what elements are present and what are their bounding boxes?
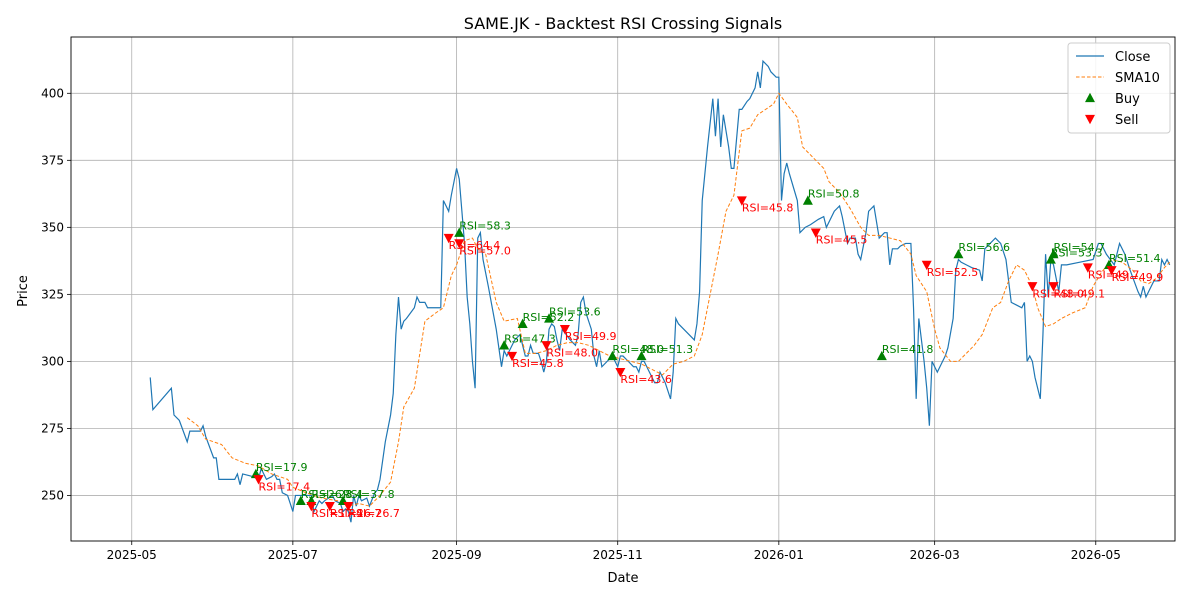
buy-annotation: RSI=41.8 xyxy=(882,343,934,356)
legend-label: SMA10 xyxy=(1115,71,1160,86)
buy-marker xyxy=(1048,248,1059,259)
sell-marker xyxy=(507,351,518,362)
sell-annotation: RSI=49.7 xyxy=(1088,269,1140,282)
legend-label: Buy xyxy=(1115,92,1140,107)
x-tick-label: 2025-11 xyxy=(593,548,643,562)
buy-marker xyxy=(454,227,465,237)
buy-annotation: RSI=51.4 xyxy=(1109,252,1161,265)
legend-label: Close xyxy=(1115,50,1150,65)
sell-marker xyxy=(454,239,465,249)
x-tick-label: 2026-01 xyxy=(754,548,804,562)
sell-marker xyxy=(921,260,932,271)
x-tick-label: 2026-03 xyxy=(910,548,960,562)
buy-marker xyxy=(499,340,510,350)
buy-marker xyxy=(544,313,555,323)
buy-annotation: RSI=17.9 xyxy=(256,461,308,474)
sell-marker xyxy=(306,501,317,512)
sell-marker xyxy=(1027,282,1038,292)
legend-swatch-sell xyxy=(1085,114,1095,125)
sell-annotation: RSI=17.4 xyxy=(311,507,363,520)
sell-annotation: RSI=45.5 xyxy=(816,234,868,247)
buy-marker xyxy=(802,195,813,205)
sell-marker xyxy=(443,233,454,244)
y-tick-label: 275 xyxy=(41,421,64,435)
sell-annotation: RSI=45.8 xyxy=(512,357,564,370)
sell-annotation: RSI=49.9 xyxy=(1112,271,1164,284)
y-axis-label: Price xyxy=(16,275,31,307)
sell-annotation: RSI=48.0 xyxy=(1032,287,1084,300)
y-tick-label: 350 xyxy=(41,220,64,234)
plot-frame xyxy=(70,36,1176,542)
buy-marker xyxy=(636,350,647,361)
sell-annotation: RSI=26.7 xyxy=(348,507,400,520)
sell-marker xyxy=(541,341,552,351)
sell-annotation: RSI=57.0 xyxy=(459,244,511,257)
sell-marker xyxy=(1082,263,1093,273)
sell-annotation: RSI=49.9 xyxy=(565,330,617,343)
sell-annotation: RSI=43.6 xyxy=(620,373,672,386)
buy-annotation: RSI=26.3 xyxy=(301,488,353,501)
legend-label: Sell xyxy=(1115,113,1138,128)
sell-marker xyxy=(343,501,354,512)
buy-annotation: RSI=48.0 xyxy=(612,343,664,356)
buy-annotation: RSI=50.8 xyxy=(808,188,860,201)
x-tick-label: 2025-09 xyxy=(432,548,482,562)
buy-annotation: RSI=53.6 xyxy=(549,305,601,318)
buy-marker xyxy=(607,350,618,361)
y-tick-label: 325 xyxy=(41,287,64,301)
sell-marker xyxy=(810,228,821,238)
y-tick-label: 400 xyxy=(41,86,64,100)
chart-title: SAME.JK - Backtest RSI Crossing Signals xyxy=(464,14,782,33)
buy-marker xyxy=(517,318,528,329)
buy-annotation: RSI=37.8 xyxy=(343,488,395,501)
buy-annotation: RSI=54.7 xyxy=(1054,241,1106,254)
sell-marker xyxy=(736,196,747,206)
buy-annotation: RSI=53.3 xyxy=(1051,247,1103,260)
sell-marker xyxy=(1048,282,1059,292)
buy-annotation: RSI=58.3 xyxy=(459,220,511,233)
sell-marker xyxy=(324,501,335,512)
x-tick-label: 2026-05 xyxy=(1071,548,1121,562)
y-tick-label: 250 xyxy=(41,488,64,502)
sell-annotation: RSI=49.1 xyxy=(1054,287,1106,300)
sma10-series-line xyxy=(186,92,1171,507)
x-axis-label: Date xyxy=(607,571,638,586)
sell-annotation: RSI=52.5 xyxy=(927,266,979,279)
buy-marker xyxy=(1045,254,1056,264)
axes: 2025-05 2025-07 2025-09 2025-11 2026-01 2026-… xyxy=(41,36,1176,562)
sell-annotation: RSI=48.0 xyxy=(546,346,598,359)
buy-marker xyxy=(876,350,887,361)
plot-area xyxy=(149,59,1171,523)
buy-annotation: RSI=51.3 xyxy=(641,343,693,356)
x-tick-label: 2025-05 xyxy=(107,548,157,562)
buy-annotation: RSI=56.6 xyxy=(958,241,1010,254)
sell-marker xyxy=(1106,266,1117,276)
y-tick-label: 300 xyxy=(41,354,64,368)
sell-annotation: RSI=45.8 xyxy=(742,202,794,215)
buy-marker xyxy=(295,495,306,505)
sell-marker xyxy=(615,367,626,378)
sell-marker xyxy=(253,475,264,485)
legend: Close SMA10 Buy Sell xyxy=(1067,42,1171,134)
legend-swatch-buy xyxy=(1085,92,1095,103)
sell-marker xyxy=(559,325,570,335)
close-series-line xyxy=(149,59,1171,523)
x-tick-label: 2025-07 xyxy=(268,548,318,562)
buy-marker xyxy=(953,248,964,259)
sell-annotation: RSI=26.7 xyxy=(330,507,382,520)
grid xyxy=(71,37,1175,541)
legend-box xyxy=(1067,42,1171,134)
buy-annotation: RSI=28.4 xyxy=(311,488,363,501)
sell-annotation: RSI=17.4 xyxy=(259,480,311,493)
y-tick-label: 375 xyxy=(41,153,64,167)
